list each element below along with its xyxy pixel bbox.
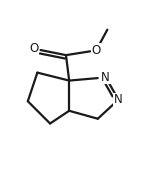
Text: O: O bbox=[92, 44, 101, 57]
Text: O: O bbox=[30, 42, 39, 55]
Text: N: N bbox=[114, 93, 123, 106]
Text: N: N bbox=[101, 71, 110, 84]
